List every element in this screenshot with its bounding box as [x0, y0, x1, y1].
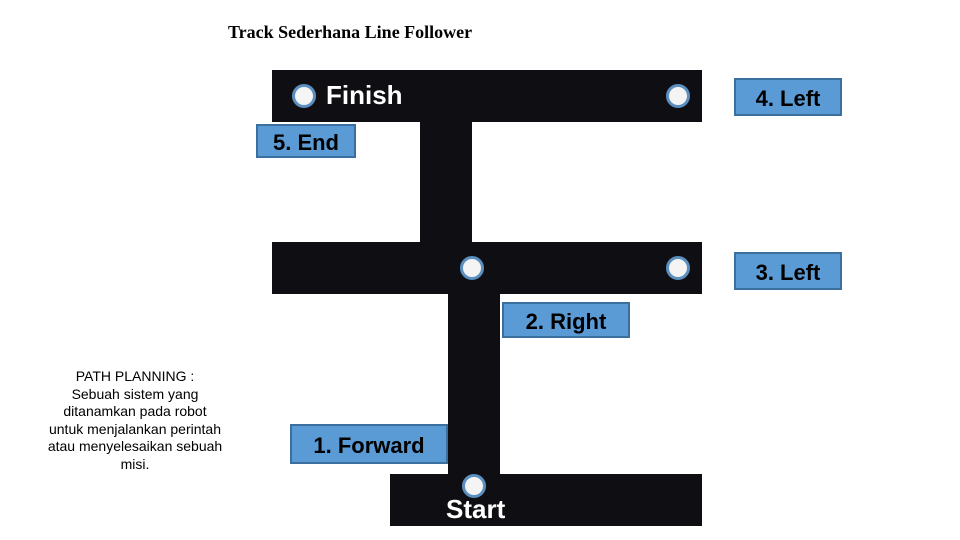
- node-finish: [292, 84, 316, 108]
- node-mid-center: [460, 256, 484, 280]
- track-bottom-bar: [390, 474, 702, 526]
- step-1-forward: 1. Forward: [290, 424, 448, 464]
- track-lower-vertical: [448, 294, 500, 474]
- step-2-right: 2. Right: [502, 302, 630, 338]
- step-5-end: 5. End: [256, 124, 356, 158]
- diagram-stage: Track Sederhana Line Follower 5. End 4. L…: [0, 0, 960, 540]
- step-3-left: 3. Left: [734, 252, 842, 290]
- label-start: Start: [446, 494, 505, 525]
- step-4-left: 4. Left: [734, 78, 842, 116]
- node-mid-right: [666, 256, 690, 280]
- page-title: Track Sederhana Line Follower: [228, 22, 472, 43]
- node-top-right: [666, 84, 690, 108]
- path-planning-desc: PATH PLANNING :Sebuah sistem yangditanam…: [20, 368, 250, 473]
- track-upper-vertical: [420, 122, 472, 242]
- label-finish: Finish: [326, 80, 403, 111]
- track-mid-left: [272, 242, 472, 294]
